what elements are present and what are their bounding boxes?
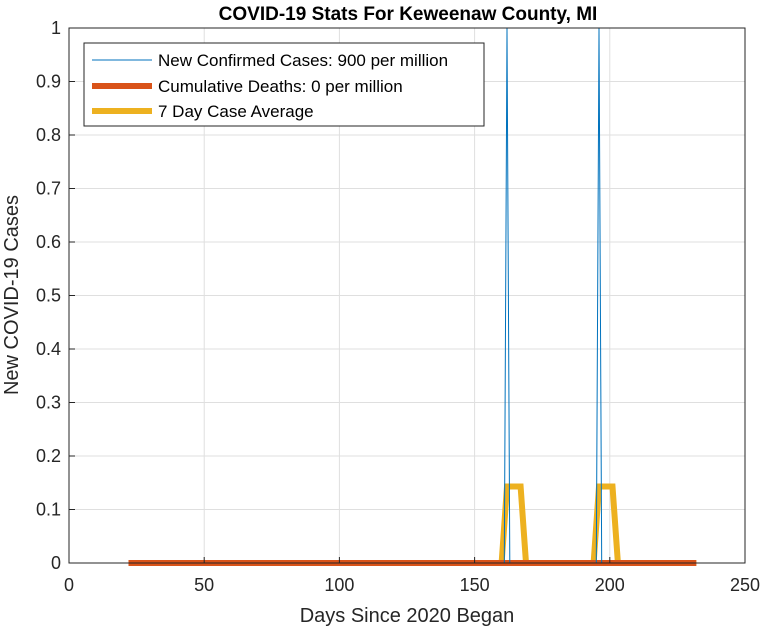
x-tick-label: 100 [324,575,354,595]
x-tick-label: 0 [64,575,74,595]
x-tick-label: 50 [194,575,214,595]
y-axis-ticks: 0 0.1 0.2 0.3 0.4 0.5 0.6 0.7 0.8 0.9 1 [36,18,75,573]
legend-label-7day-average: 7 Day Case Average [158,102,314,121]
y-tick-label: 0.7 [36,179,61,199]
y-tick-label: 0.3 [36,393,61,413]
y-tick-label: 0.4 [36,339,61,359]
legend-label-deaths: Cumulative Deaths: 0 per million [158,77,403,96]
y-tick-label: 0.1 [36,500,61,520]
y-tick-label: 0.5 [36,286,61,306]
y-tick-label: 0 [51,553,61,573]
y-tick-label: 0.6 [36,232,61,252]
y-axis-label: New COVID-19 Cases [1,195,23,395]
y-tick-label: 0.2 [36,446,61,466]
x-axis-label: Days Since 2020 Began [300,605,515,627]
x-axis-ticks: 0 50 100 150 200 250 [64,557,760,595]
legend-label-new-cases: New Confirmed Cases: 900 per million [158,51,448,70]
x-tick-label: 200 [595,575,625,595]
x-tick-label: 150 [460,575,490,595]
chart-title: COVID-19 Stats For Keweenaw County, MI [219,4,598,25]
legend: New Confirmed Cases: 900 per million Cum… [83,42,485,127]
x-tick-label: 250 [730,575,760,595]
y-tick-label: 0.8 [36,125,61,145]
y-tick-label: 1 [51,18,61,38]
y-tick-label: 0.9 [36,72,61,92]
